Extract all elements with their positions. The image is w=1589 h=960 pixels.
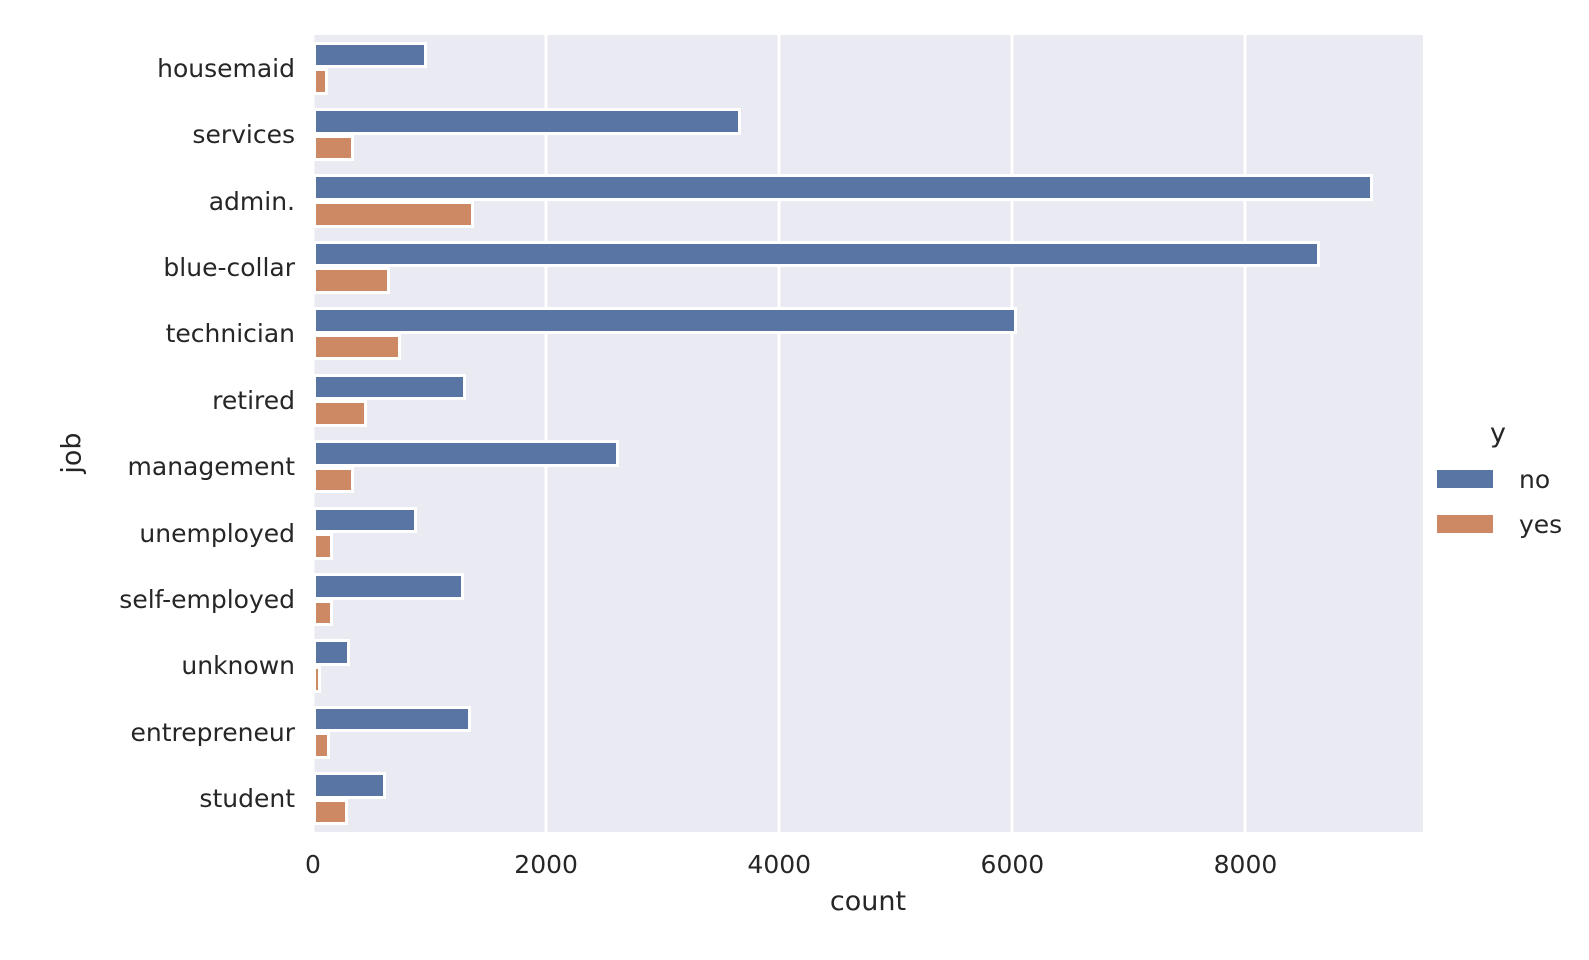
bar-blue-collar-yes xyxy=(313,267,391,295)
y-tick-label-housemaid: housemaid xyxy=(157,53,295,83)
bar-self-employed-yes xyxy=(313,599,334,627)
x-tick-label-6000: 6000 xyxy=(980,850,1045,879)
y-tick-label-unknown: unknown xyxy=(181,651,295,681)
legend-entry-no: no xyxy=(1437,463,1587,495)
y-tick-label-services: services xyxy=(192,120,295,150)
bar-unemployed-yes xyxy=(313,533,333,560)
bar-unknown-yes xyxy=(313,665,321,693)
legend-entries: no yes xyxy=(1437,463,1587,540)
y-tick-label-management: management xyxy=(127,452,295,482)
gridline-x-2000 xyxy=(544,35,548,832)
bar-entrepreneur-yes xyxy=(313,732,331,759)
legend-label-no: no xyxy=(1519,464,1551,494)
bar-retired-yes xyxy=(313,400,367,427)
y-tick-label-entrepreneur: entrepreneur xyxy=(130,717,295,747)
bar-self-employed-no xyxy=(313,572,465,600)
bar-technician-no xyxy=(313,307,1017,334)
bar-management-no xyxy=(313,440,619,467)
legend-swatch-no xyxy=(1437,470,1493,488)
bar-admin--no xyxy=(313,174,1374,202)
legend-title: y xyxy=(1490,418,1506,449)
y-axis-tick-labels: housemaid services admin. blue-collar techni… xyxy=(0,35,295,832)
x-axis-tick-labels: 0 2000 4000 6000 8000 xyxy=(0,850,1589,884)
bar-entrepreneur-no xyxy=(313,705,472,733)
y-tick-label-student: student xyxy=(199,784,295,814)
bar-services-yes xyxy=(313,134,354,162)
gridline-x-8000 xyxy=(1243,35,1247,832)
legend-label-yes: yes xyxy=(1519,509,1563,539)
legend-entry-yes: yes xyxy=(1437,508,1587,540)
y-axis-title: job xyxy=(56,432,88,474)
bar-housemaid-yes xyxy=(313,68,329,95)
y-tick-label-retired: retired xyxy=(212,385,295,415)
bar-unknown-no xyxy=(313,639,351,666)
gridline-x-0 xyxy=(311,35,315,832)
plot-area xyxy=(311,35,1423,832)
x-axis-title: count xyxy=(829,886,907,917)
bar-services-no xyxy=(313,108,741,135)
legend: y no yes xyxy=(1437,418,1587,553)
gridline-x-4000 xyxy=(777,35,781,832)
bar-housemaid-no xyxy=(313,41,428,69)
y-tick-label-technician: technician xyxy=(165,319,295,349)
x-tick-label-8000: 8000 xyxy=(1213,850,1278,879)
bar-management-yes xyxy=(313,466,355,494)
x-tick-label-0: 0 xyxy=(305,850,321,879)
x-tick-label-2000: 2000 xyxy=(514,850,578,879)
bar-student-yes xyxy=(313,798,349,826)
bar-student-no xyxy=(313,772,386,799)
legend-swatch-yes xyxy=(1437,515,1493,533)
y-tick-label-admin-: admin. xyxy=(208,186,295,216)
y-tick-label-blue-collar: blue-collar xyxy=(163,252,295,282)
bar-admin--yes xyxy=(313,201,474,228)
bar-unemployed-no xyxy=(313,506,418,534)
y-tick-label-self-employed: self-employed xyxy=(119,585,295,615)
gridline-x-6000 xyxy=(1010,35,1014,832)
bar-technician-yes xyxy=(313,333,402,361)
x-tick-label-4000: 4000 xyxy=(747,850,812,879)
bar-retired-no xyxy=(313,373,466,401)
y-tick-label-unemployed: unemployed xyxy=(139,518,295,548)
bar-blue-collar-no xyxy=(313,240,1321,268)
